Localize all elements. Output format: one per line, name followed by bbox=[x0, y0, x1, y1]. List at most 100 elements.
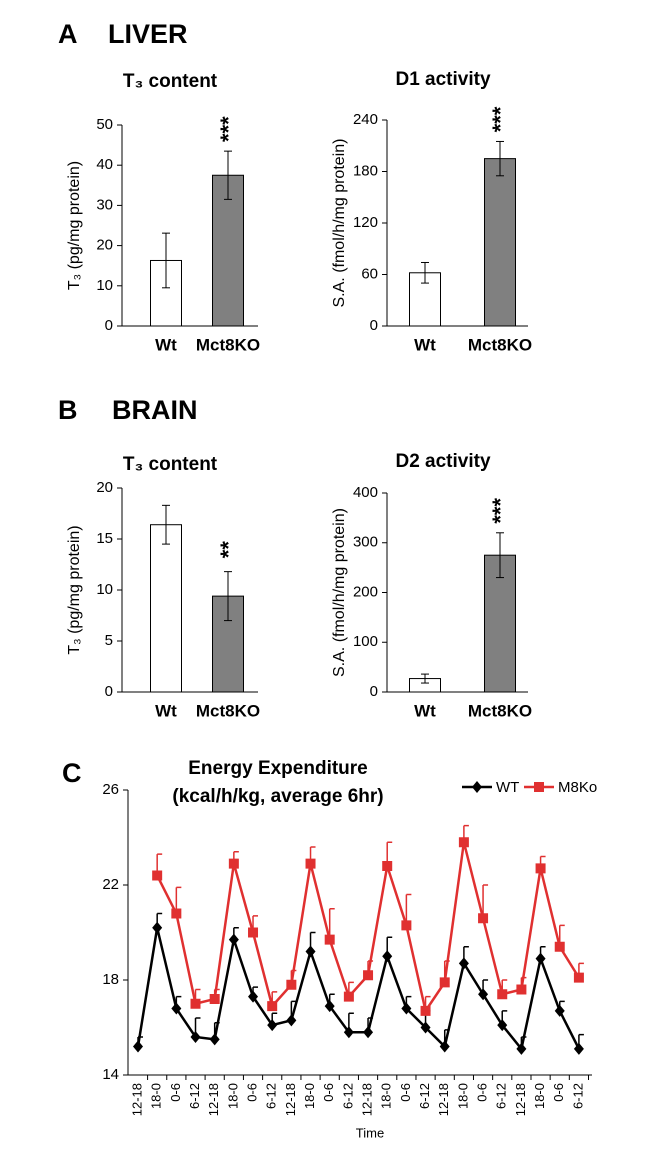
x-tick-label: 12-18 bbox=[359, 1083, 374, 1116]
y-tick-label: 400 bbox=[353, 484, 378, 501]
marker bbox=[171, 908, 182, 919]
legend-label: M8Ko bbox=[558, 779, 597, 796]
y-axis-label: S.A. (fmol/h/mg protein) bbox=[331, 139, 348, 308]
x-tick-label: 18-0 bbox=[379, 1083, 394, 1109]
y-tick-label: 20 bbox=[96, 479, 113, 496]
x-tick-label: 6-12 bbox=[187, 1083, 202, 1109]
y-tick-label: 180 bbox=[353, 162, 378, 179]
x-tick-label: 0-6 bbox=[321, 1083, 336, 1102]
marker bbox=[478, 913, 489, 924]
significance-label: ** bbox=[216, 541, 241, 559]
series-line bbox=[136, 927, 581, 1052]
y-tick-label: 120 bbox=[353, 214, 378, 231]
y-tick-label: 26 bbox=[102, 781, 119, 798]
marker bbox=[554, 941, 565, 952]
legend-marker bbox=[534, 782, 544, 792]
marker bbox=[305, 858, 316, 869]
marker bbox=[516, 984, 527, 995]
y-tick-label: 240 bbox=[353, 111, 378, 128]
x-axis-label: Time bbox=[356, 1125, 384, 1140]
x-tick-label: 0-6 bbox=[168, 1083, 183, 1102]
y-tick-label: 20 bbox=[96, 237, 113, 254]
marker bbox=[478, 988, 489, 1001]
marker bbox=[228, 858, 239, 869]
marker bbox=[363, 1026, 374, 1039]
y-tick-label: 15 bbox=[96, 530, 113, 547]
marker bbox=[209, 994, 220, 1004]
x-tick-label: 18-0 bbox=[149, 1083, 164, 1109]
x-tick-label: 0-6 bbox=[474, 1083, 489, 1102]
marker bbox=[190, 1031, 201, 1043]
marker bbox=[305, 945, 316, 958]
marker bbox=[516, 1042, 527, 1055]
y-tick-label: 0 bbox=[105, 317, 113, 334]
x-tick-label: Wt bbox=[155, 701, 177, 720]
marker bbox=[267, 1001, 278, 1012]
y-tick-label: 40 bbox=[96, 156, 113, 173]
marker bbox=[573, 972, 584, 983]
x-tick-label: Mct8KO bbox=[196, 701, 260, 720]
chart-title: Energy Expenditure bbox=[188, 758, 368, 779]
series-line bbox=[156, 841, 580, 1014]
bar bbox=[150, 524, 182, 693]
x-tick-label: Mct8KO bbox=[196, 335, 260, 354]
marker bbox=[152, 921, 163, 934]
marker bbox=[363, 970, 374, 981]
x-tick-label: 6-12 bbox=[340, 1083, 355, 1109]
y-axis-label: T₃ (pg/mg protein) bbox=[66, 161, 83, 290]
x-tick-label: 12-18 bbox=[129, 1083, 144, 1116]
x-tick-label: Mct8KO bbox=[468, 701, 532, 720]
bar bbox=[212, 174, 244, 327]
marker bbox=[343, 1026, 354, 1039]
y-tick-label: 22 bbox=[102, 876, 119, 893]
y-tick-label: 0 bbox=[370, 683, 378, 700]
marker bbox=[267, 1019, 278, 1032]
marker bbox=[382, 861, 393, 871]
x-tick-label: 18-0 bbox=[455, 1083, 470, 1109]
marker bbox=[152, 870, 163, 881]
marker bbox=[439, 977, 450, 988]
x-tick-label: 0-6 bbox=[244, 1083, 259, 1102]
y-tick-label: 10 bbox=[96, 277, 113, 294]
significance-label: *** bbox=[488, 106, 513, 132]
y-tick-label: 5 bbox=[105, 632, 113, 649]
y-tick-label: 14 bbox=[102, 1066, 119, 1083]
significance-label: *** bbox=[216, 116, 241, 142]
y-tick-label: 30 bbox=[96, 196, 113, 213]
significance-label: *** bbox=[488, 498, 513, 524]
marker bbox=[382, 950, 393, 963]
marker bbox=[286, 979, 297, 990]
marker bbox=[497, 989, 508, 1000]
y-tick-label: 100 bbox=[353, 633, 378, 650]
x-tick-label: 6-12 bbox=[570, 1083, 585, 1109]
y-axis-label: S.A. (fmol/h/mg protein) bbox=[331, 508, 348, 677]
legend-label: WT bbox=[496, 779, 519, 796]
marker bbox=[458, 957, 469, 970]
marker bbox=[439, 1040, 450, 1053]
x-tick-label: 6-12 bbox=[417, 1083, 432, 1109]
marker bbox=[497, 1019, 508, 1032]
x-tick-label: 12-18 bbox=[283, 1083, 298, 1116]
x-tick-label: Wt bbox=[414, 335, 436, 354]
marker bbox=[324, 1000, 335, 1013]
chart-title: D2 activity bbox=[395, 451, 490, 472]
marker bbox=[248, 990, 259, 1003]
x-tick-label: 18-0 bbox=[532, 1083, 547, 1109]
y-axis-label: T₃ (pg/mg protein) bbox=[66, 525, 83, 654]
y-tick-label: 200 bbox=[353, 583, 378, 600]
chart-title: T₃ content bbox=[123, 454, 218, 475]
x-tick-label: 6-12 bbox=[264, 1083, 279, 1109]
x-tick-label: 0-6 bbox=[551, 1083, 566, 1102]
marker bbox=[171, 1002, 182, 1015]
panel-title: BRAIN bbox=[112, 395, 198, 425]
marker bbox=[554, 1004, 565, 1017]
marker bbox=[573, 1042, 584, 1055]
x-tick-label: 18-0 bbox=[302, 1083, 317, 1109]
x-tick-label: 12-18 bbox=[206, 1083, 221, 1116]
chart-title: T₃ content bbox=[123, 71, 218, 92]
marker bbox=[343, 991, 354, 1002]
marker bbox=[401, 1002, 412, 1015]
marker bbox=[286, 1014, 297, 1027]
x-tick-label: Wt bbox=[414, 701, 436, 720]
bar bbox=[484, 158, 516, 327]
